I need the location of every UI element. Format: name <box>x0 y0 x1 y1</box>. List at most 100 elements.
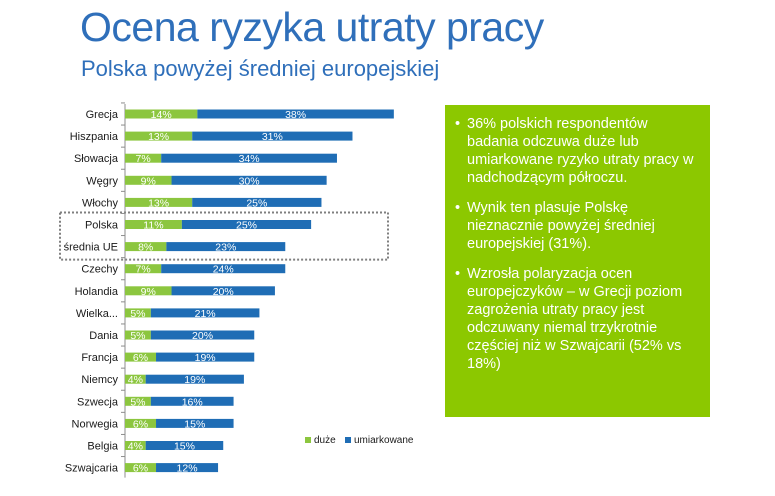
data-label: 9% <box>141 175 156 187</box>
category-label: Czechy <box>81 264 118 276</box>
bullet-icon: • <box>455 266 461 282</box>
data-label: 34% <box>239 153 260 165</box>
info-item-1: • 36% polskich respondentów badania odcz… <box>455 115 698 187</box>
category-label: Słowacja <box>74 153 119 165</box>
bar-duze <box>125 286 172 296</box>
info-item-2-text: Wynik ten plasuje Polskę nieznacznie pow… <box>467 200 655 252</box>
data-label: 5% <box>130 330 145 342</box>
legend-label: umiarkowane <box>354 435 414 446</box>
bar-umiarkowane <box>181 220 312 229</box>
data-label: 4% <box>128 374 143 386</box>
category-label: Hiszpania <box>70 131 119 143</box>
data-label: 5% <box>130 396 145 408</box>
bar-umiarkowane <box>192 197 322 207</box>
bullet-icon: • <box>455 200 461 216</box>
highlight-box <box>59 211 389 261</box>
bullet-icon: • <box>455 116 461 132</box>
bar-umiarkowane <box>192 131 353 141</box>
bar-umiarkowane <box>150 330 255 340</box>
data-label: 31% <box>262 131 283 143</box>
data-label: 7% <box>136 264 151 276</box>
bar-duze <box>125 308 151 318</box>
bar-umiarkowane <box>197 109 394 119</box>
data-label: 7% <box>136 153 151 165</box>
data-label: 16% <box>182 396 203 408</box>
data-label: 13% <box>148 197 169 209</box>
bar-duze <box>125 463 157 473</box>
category-label: Polska <box>85 220 119 232</box>
bar-umiarkowane <box>150 396 234 406</box>
data-label: 25% <box>236 220 257 232</box>
category-label: Wielka... <box>76 308 118 320</box>
data-label: 24% <box>213 264 234 276</box>
category-label: Holandia <box>75 286 119 298</box>
data-label: 6% <box>133 463 148 475</box>
bar-duze <box>125 396 151 406</box>
bar-duze <box>125 374 146 384</box>
category-label: średnia UE <box>64 242 118 254</box>
bar-umiarkowane <box>161 153 337 163</box>
bar-umiarkowane <box>156 418 234 428</box>
data-label: 20% <box>213 286 234 298</box>
data-label: 6% <box>133 418 148 430</box>
data-label: 20% <box>192 330 213 342</box>
category-label: Belgia <box>87 441 118 453</box>
data-label: 15% <box>174 441 195 453</box>
data-label: 25% <box>246 197 267 209</box>
data-label: 15% <box>184 418 205 430</box>
bar-duze <box>125 242 167 252</box>
data-label: 23% <box>215 242 236 254</box>
bar-duze <box>125 352 157 362</box>
bar-umiarkowane <box>145 441 224 450</box>
data-label: 5% <box>130 308 145 320</box>
category-label: Norwegia <box>72 418 119 430</box>
page-title: Ocena ryzyka utraty pracy <box>80 4 544 50</box>
category-label: Francja <box>81 352 119 364</box>
bar-duze <box>125 131 193 141</box>
data-label: 19% <box>195 352 216 364</box>
category-label: Szwecja <box>77 396 119 408</box>
data-label: 6% <box>133 352 148 364</box>
data-label: 8% <box>138 242 153 254</box>
info-item-1-text: 36% polskich respondentów badania odczuw… <box>467 116 694 186</box>
bar-umiarkowane <box>145 374 244 384</box>
data-label: 21% <box>195 308 216 320</box>
category-label: Niemcy <box>81 374 118 386</box>
category-label: Grecja <box>86 109 119 121</box>
category-label: Dania <box>89 330 119 342</box>
bar-umiarkowane <box>156 352 255 362</box>
info-box: • 36% polskich respondentów badania odcz… <box>445 105 710 417</box>
bar-umiarkowane <box>171 286 275 296</box>
legend-label: duże <box>314 435 336 446</box>
bar-umiarkowane <box>171 175 327 185</box>
bar-duze <box>125 330 151 340</box>
data-label: 11% <box>143 220 163 232</box>
bar-duze <box>125 418 157 428</box>
page-subtitle: Polska powyżej średniej europejskiej <box>81 56 440 81</box>
data-label: 4% <box>128 441 143 453</box>
bar-umiarkowane <box>150 308 260 318</box>
category-label: Węgry <box>86 175 118 187</box>
info-item-2: • Wynik ten plasuje Polskę nieznacznie p… <box>455 199 698 253</box>
category-label: Włochy <box>82 197 119 209</box>
bar-duze <box>125 109 198 119</box>
bar-umiarkowane <box>156 463 219 473</box>
bar-duze <box>125 441 146 450</box>
info-item-3-text: Wzrosła polaryzacja ocen europejczyków –… <box>467 266 683 372</box>
data-label: 14% <box>151 109 172 121</box>
bar-umiarkowane <box>166 242 286 252</box>
bar-duze <box>125 220 182 229</box>
category-label: Szwajcaria <box>65 463 119 475</box>
bar-duze <box>125 153 162 163</box>
data-label: 9% <box>141 286 156 298</box>
bar-duze <box>125 175 172 185</box>
data-label: 19% <box>184 374 205 386</box>
bar-umiarkowane <box>161 264 286 274</box>
data-label: 30% <box>239 175 260 187</box>
data-label: 13% <box>148 131 169 143</box>
data-label: 38% <box>285 109 306 121</box>
bar-duze <box>125 264 162 274</box>
legend-swatch-umiarkowane <box>345 437 351 443</box>
info-item-3: • Wzrosła polaryzacja ocen europejczyków… <box>455 265 698 373</box>
